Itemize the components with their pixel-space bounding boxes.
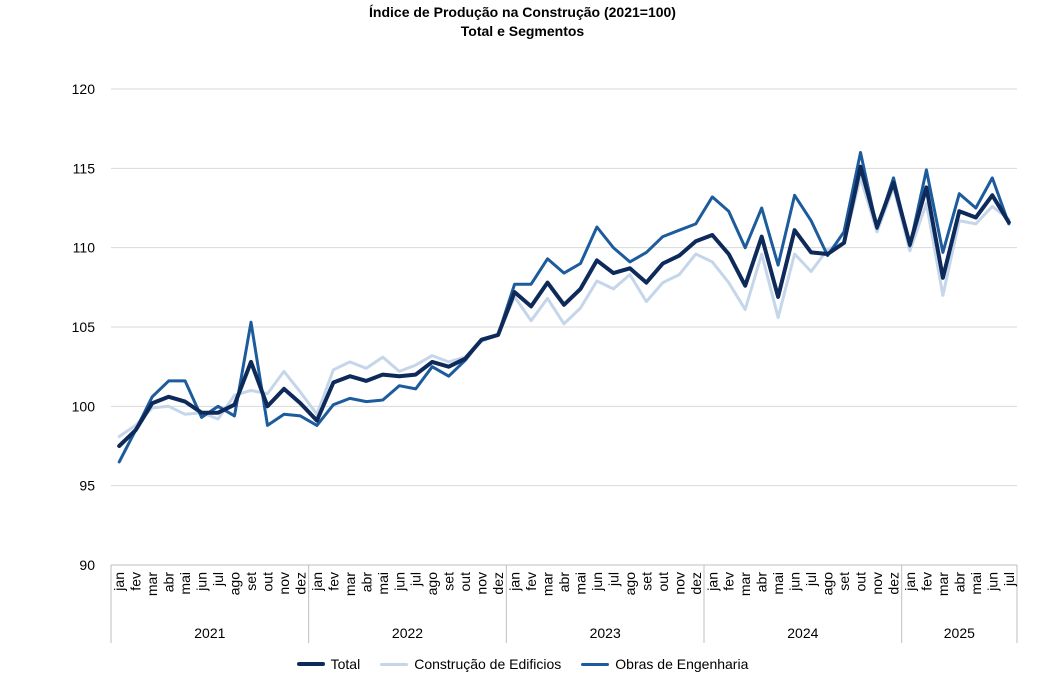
x-tick-label-9: out: [259, 572, 275, 592]
x-tick-label-35: dez: [688, 572, 704, 595]
chart-subtitle: Total e Segmentos: [460, 23, 585, 39]
x-tick-label-45: out: [853, 572, 869, 592]
x-tick-label-25: fev: [523, 572, 539, 591]
y-tick-label-90: 90: [79, 557, 95, 573]
series-line-constru-o-de-edificios: [117, 176, 1011, 438]
x-tick-label-50: mar: [935, 572, 951, 596]
x-tick-label-30: jul: [605, 572, 621, 587]
legend-label-engenharia: Obras de Engenharia: [615, 656, 749, 672]
y-tick-label-105: 105: [72, 319, 96, 335]
x-tick-label-15: abr: [358, 572, 374, 593]
legend-label-edificios: Construção de Edificios: [414, 656, 562, 672]
x-tick-label-48: jan: [902, 572, 918, 592]
x-tick-label-1: fev: [128, 572, 144, 591]
x-tick-label-14: mar: [342, 572, 358, 596]
y-tick-label-115: 115: [73, 160, 96, 176]
x-tick-label-40: mai: [770, 572, 786, 595]
x-tick-label-23: dez: [490, 572, 506, 595]
y-tick-label-110: 110: [73, 240, 96, 256]
legend-label-total: Total: [330, 656, 361, 672]
legend: Total Construção de Edificios Obras de E…: [0, 656, 1045, 672]
x-tick-label-5: jun: [194, 572, 210, 592]
year-label-2023: 2023: [590, 625, 621, 641]
series-line-total: [117, 164, 1011, 448]
x-tick-label-7: ago: [227, 572, 243, 596]
y-tick-label-100: 100: [72, 398, 96, 414]
x-tick-label-3: abr: [161, 572, 177, 593]
year-label-2025: 2025: [944, 625, 975, 641]
x-tick-label-33: out: [655, 572, 671, 592]
x-tick-label-47: dez: [885, 572, 901, 595]
legend-swatch-engenharia: [581, 662, 610, 666]
x-tick-label-29: jun: [589, 572, 605, 592]
x-tick-label-16: mai: [375, 572, 391, 595]
x-tick-label-6: jul: [210, 572, 226, 587]
x-tick-label-21: out: [457, 572, 473, 592]
legend-swatch-edificios: [380, 662, 409, 666]
legend-item-edificios: Construção de Edificios: [380, 656, 561, 672]
x-tick-label-53: jun: [984, 572, 1000, 592]
year-label-2021: 2021: [194, 625, 225, 641]
x-tick-label-0: jan: [111, 572, 127, 592]
x-tick-label-49: fev: [918, 572, 934, 591]
legend-item-total: Total: [296, 656, 361, 672]
x-tick-label-39: abr: [754, 572, 770, 593]
legend-item-engenharia: Obras de Engenharia: [581, 656, 748, 672]
x-tick-label-20: set: [441, 572, 457, 591]
x-tick-label-24: jan: [507, 572, 523, 592]
y-tick-label-120: 120: [72, 81, 96, 97]
x-tick-label-42: jul: [803, 572, 819, 587]
x-tick-label-8: set: [243, 572, 259, 591]
x-tick-label-18: jul: [408, 572, 424, 587]
x-tick-label-4: mai: [177, 572, 193, 595]
chart-title: Índice de Produção na Construção (2021=1…: [369, 4, 676, 20]
x-tick-label-10: nov: [276, 572, 292, 595]
x-tick-label-54: jul: [1001, 572, 1017, 587]
year-label-2022: 2022: [392, 625, 423, 641]
x-tick-label-43: ago: [820, 572, 836, 596]
series-line-obras-de-engenharia: [117, 151, 1011, 464]
x-tick-label-27: abr: [556, 572, 572, 593]
x-tick-label-13: fev: [325, 572, 341, 591]
x-tick-label-44: set: [836, 572, 852, 591]
y-tick-label-95: 95: [79, 478, 95, 494]
x-tick-label-26: mar: [540, 572, 556, 596]
x-tick-label-2: mar: [144, 572, 160, 596]
x-tick-label-41: jun: [787, 572, 803, 592]
x-tick-label-38: mar: [737, 572, 753, 596]
x-tick-label-17: jun: [391, 572, 407, 592]
x-tick-label-22: nov: [474, 572, 490, 595]
legend-swatch-total: [296, 662, 325, 666]
year-label-2024: 2024: [787, 625, 818, 641]
x-tick-label-37: fev: [721, 572, 737, 591]
x-tick-label-12: jan: [309, 572, 325, 592]
x-tick-label-11: dez: [292, 572, 308, 595]
x-tick-label-32: set: [638, 572, 654, 591]
x-tick-label-19: ago: [424, 572, 440, 596]
x-tick-label-34: nov: [671, 572, 687, 595]
x-tick-label-52: mai: [968, 572, 984, 595]
x-tick-label-46: nov: [869, 572, 885, 595]
x-tick-label-31: ago: [622, 572, 638, 596]
x-tick-label-36: jan: [704, 572, 720, 592]
x-tick-label-51: abr: [951, 572, 967, 593]
x-tick-label-28: mai: [572, 572, 588, 595]
